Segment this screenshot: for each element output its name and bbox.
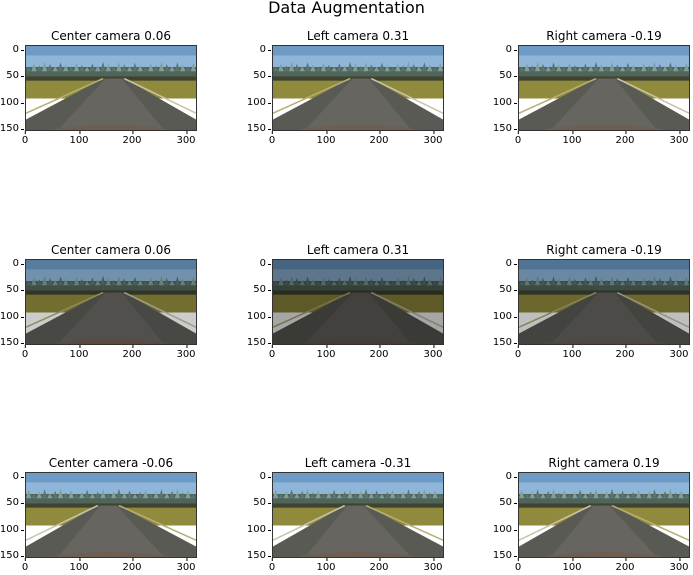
panel-title: Right camera 0.19: [548, 456, 660, 470]
x-tick-label: 300: [669, 131, 689, 146]
x-tick-label: 0: [21, 345, 29, 360]
y-tick-label: 50: [6, 284, 24, 295]
y-tick-label: 50: [499, 284, 517, 295]
panel-title: Left camera -0.31: [304, 456, 412, 470]
road-camera-image: [518, 259, 690, 345]
x-tick-label: 100: [69, 345, 89, 360]
x-tick-label: 300: [423, 558, 443, 573]
panel-title: Center camera -0.06: [48, 456, 174, 470]
y-tick-label: 0: [505, 258, 518, 269]
panel-title: Right camera -0.19: [546, 29, 662, 43]
y-tick-label: 0: [12, 44, 25, 55]
x-tick-label: 100: [69, 131, 89, 146]
x-tick-label: 200: [369, 131, 389, 146]
y-tick-label: 50: [499, 70, 517, 81]
x-tick-label: 0: [514, 345, 522, 360]
road-camera-image: [25, 45, 197, 131]
y-tick-label: 100: [492, 311, 518, 322]
y-tick-label: 100: [0, 311, 25, 322]
road-camera-image: [272, 45, 444, 131]
y-tick-label: 150: [246, 337, 272, 348]
x-tick-label: 0: [514, 558, 522, 573]
y-tick-label: 100: [0, 524, 25, 535]
x-tick-label: 300: [669, 558, 689, 573]
y-tick-label: 150: [492, 550, 518, 561]
x-tick-label: 0: [514, 131, 522, 146]
road-camera-image: [518, 45, 690, 131]
x-tick-label: 0: [268, 131, 276, 146]
y-tick-label: 150: [0, 337, 25, 348]
x-tick-label: 300: [176, 345, 196, 360]
x-tick-label: 0: [21, 131, 29, 146]
figure-title: Data Augmentation: [268, 0, 425, 17]
x-tick-label: 300: [176, 131, 196, 146]
y-tick-label: 100: [492, 524, 518, 535]
y-tick-label: 0: [12, 471, 25, 482]
y-tick-label: 50: [6, 497, 24, 508]
x-tick-label: 200: [369, 558, 389, 573]
x-tick-label: 300: [669, 345, 689, 360]
y-tick-label: 0: [505, 44, 518, 55]
panel-title: Left camera 0.31: [306, 29, 410, 43]
x-tick-label: 200: [615, 558, 635, 573]
road-camera-image: [272, 259, 444, 345]
x-tick-label: 200: [615, 131, 635, 146]
y-tick-label: 100: [246, 311, 272, 322]
y-tick-label: 100: [246, 524, 272, 535]
y-tick-label: 50: [253, 70, 271, 81]
road-camera-image: [518, 472, 690, 558]
y-tick-label: 0: [259, 471, 272, 482]
x-tick-label: 200: [122, 345, 142, 360]
x-tick-label: 100: [69, 558, 89, 573]
y-tick-label: 100: [492, 97, 518, 108]
panel-title: Center camera 0.06: [50, 243, 172, 257]
y-tick-label: 50: [6, 70, 24, 81]
x-tick-label: 0: [268, 345, 276, 360]
x-tick-label: 100: [562, 558, 582, 573]
y-tick-label: 0: [12, 258, 25, 269]
panel-title: Left camera 0.31: [306, 243, 410, 257]
x-tick-label: 100: [316, 131, 336, 146]
x-tick-label: 100: [562, 345, 582, 360]
y-tick-label: 50: [253, 284, 271, 295]
y-tick-label: 0: [259, 44, 272, 55]
x-tick-label: 100: [316, 558, 336, 573]
y-tick-label: 0: [505, 471, 518, 482]
y-tick-label: 100: [0, 97, 25, 108]
road-camera-image: [25, 472, 197, 558]
x-tick-label: 200: [122, 558, 142, 573]
y-tick-label: 150: [0, 550, 25, 561]
x-tick-label: 100: [562, 131, 582, 146]
x-tick-label: 200: [369, 345, 389, 360]
y-tick-label: 150: [246, 123, 272, 134]
y-tick-label: 50: [253, 497, 271, 508]
x-tick-label: 200: [615, 345, 635, 360]
panel-title: Right camera -0.19: [546, 243, 662, 257]
y-tick-label: 0: [259, 258, 272, 269]
x-tick-label: 300: [176, 558, 196, 573]
panel-title: Center camera 0.06: [50, 29, 172, 43]
y-tick-label: 150: [492, 337, 518, 348]
x-tick-label: 300: [423, 345, 443, 360]
y-tick-label: 150: [492, 123, 518, 134]
x-tick-label: 0: [268, 558, 276, 573]
y-tick-label: 100: [246, 97, 272, 108]
x-tick-label: 0: [21, 558, 29, 573]
road-camera-image: [272, 472, 444, 558]
y-tick-label: 150: [0, 123, 25, 134]
y-tick-label: 50: [499, 497, 517, 508]
y-tick-label: 150: [246, 550, 272, 561]
x-tick-label: 300: [423, 131, 443, 146]
x-tick-label: 100: [316, 345, 336, 360]
x-tick-label: 200: [122, 131, 142, 146]
road-camera-image: [25, 259, 197, 345]
